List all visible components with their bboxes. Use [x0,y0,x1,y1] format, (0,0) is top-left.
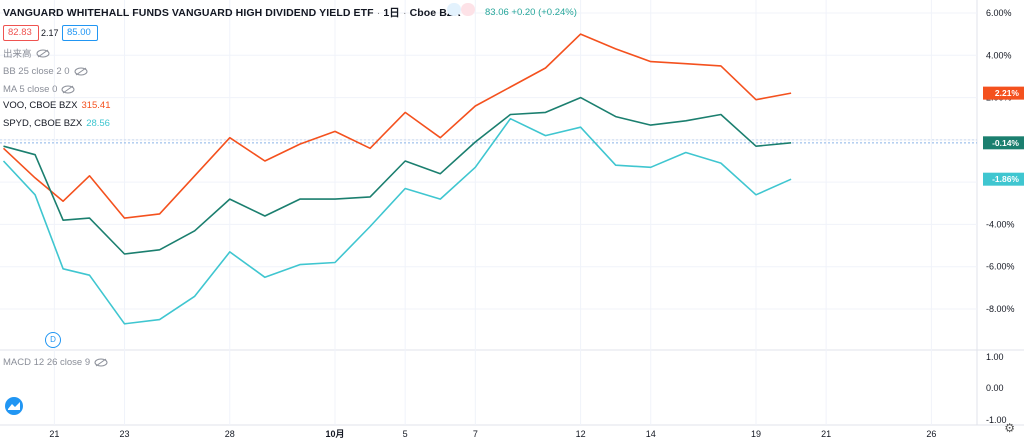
separator: · [402,7,407,19]
series-line-spyd[interactable] [2,117,792,325]
legend-spyd[interactable]: SPYD, CBOE BZX 28.56 [3,118,110,129]
legend-volume-label: 出来高 [3,49,32,60]
x-tick-label: 21 [49,429,59,438]
spread-value: 2.17 [41,28,59,38]
y-tick-label: 4.00% [986,50,1012,60]
legend-spyd-label: SPYD, CBOE BZX [3,118,83,129]
legend-spyd-value: 28.56 [86,118,110,129]
legend-volume[interactable]: 出来高 [3,46,50,60]
last-value-label-volume_main: -0.14% [992,138,1019,148]
last-value-label-spyd: -1.86% [992,174,1019,184]
x-tick-label: 23 [120,429,130,438]
x-tick-label: 21 [821,429,831,438]
series-line-volume_main[interactable] [3,96,792,255]
legend-voo[interactable]: VOO, CBOE BZX 315.41 [3,100,111,111]
last-value-tag-volume_main [983,136,1024,150]
tradingview-logo-icon[interactable] [5,397,23,415]
eye-off-icon[interactable] [94,358,108,367]
legend-macd-label: MACD 12 26 close 9 [3,357,91,368]
series-line-voo[interactable] [2,33,792,219]
legend-bb[interactable]: BB 25 close 2 0 [3,66,88,77]
symbol-name: VANGUARD WHITEHALL FUNDS VANGUARD HIGH D… [3,7,374,19]
ask-box[interactable]: 85.00 [62,25,98,41]
x-tick-label: 14 [646,429,656,438]
market-status-icon[interactable] [447,3,461,16]
separator: · [376,7,381,19]
last-value-tag-spyd [983,172,1024,186]
gear-icon[interactable]: ⚙ [1004,421,1015,435]
last-price: 83.06 +0.20 (+0.24%) [485,7,577,18]
y-tick-label: 6.00% [986,8,1012,18]
x-tick-label: 10月 [326,429,345,438]
legend-macd[interactable]: MACD 12 26 close 9 [3,357,108,368]
x-tick-label: 12 [576,429,586,438]
alert-pill-icon[interactable] [461,3,475,16]
macd-tick-label: 0.00 [986,383,1004,393]
eye-off-icon[interactable] [36,49,50,58]
y-tick-label: -8.00% [986,304,1015,314]
x-tick-label: 5 [403,429,408,438]
x-tick-label: 28 [225,429,235,438]
legend-ma[interactable]: MA 5 close 0 [3,84,75,95]
y-tick-label: -6.00% [986,262,1015,272]
macd-tick-label: 1.00 [986,352,1004,362]
macd-tick-label: -1.00 [986,415,1007,425]
bid-box[interactable]: 82.83 [3,25,39,41]
legend-voo-label: VOO, CBOE BZX [3,100,78,111]
symbol-title: VANGUARD WHITEHALL FUNDS VANGUARD HIGH D… [3,5,461,20]
interval-label[interactable]: 1日 [383,7,400,19]
x-tick-label: 7 [473,429,478,438]
legend-bb-label: BB 25 close 2 0 [3,66,70,77]
dividend-marker[interactable]: D [45,332,61,348]
last-value-tag-voo [983,86,1024,100]
legend-voo-value: 315.41 [81,100,111,111]
x-tick-label: 26 [926,429,936,438]
x-tick-label: 19 [751,429,761,438]
legend-ma-label: MA 5 close 0 [3,84,58,95]
y-tick-label: -4.00% [986,219,1015,229]
eye-off-icon[interactable] [74,67,88,76]
last-value-label-voo: 2.21% [995,88,1020,98]
eye-off-icon[interactable] [61,85,75,94]
